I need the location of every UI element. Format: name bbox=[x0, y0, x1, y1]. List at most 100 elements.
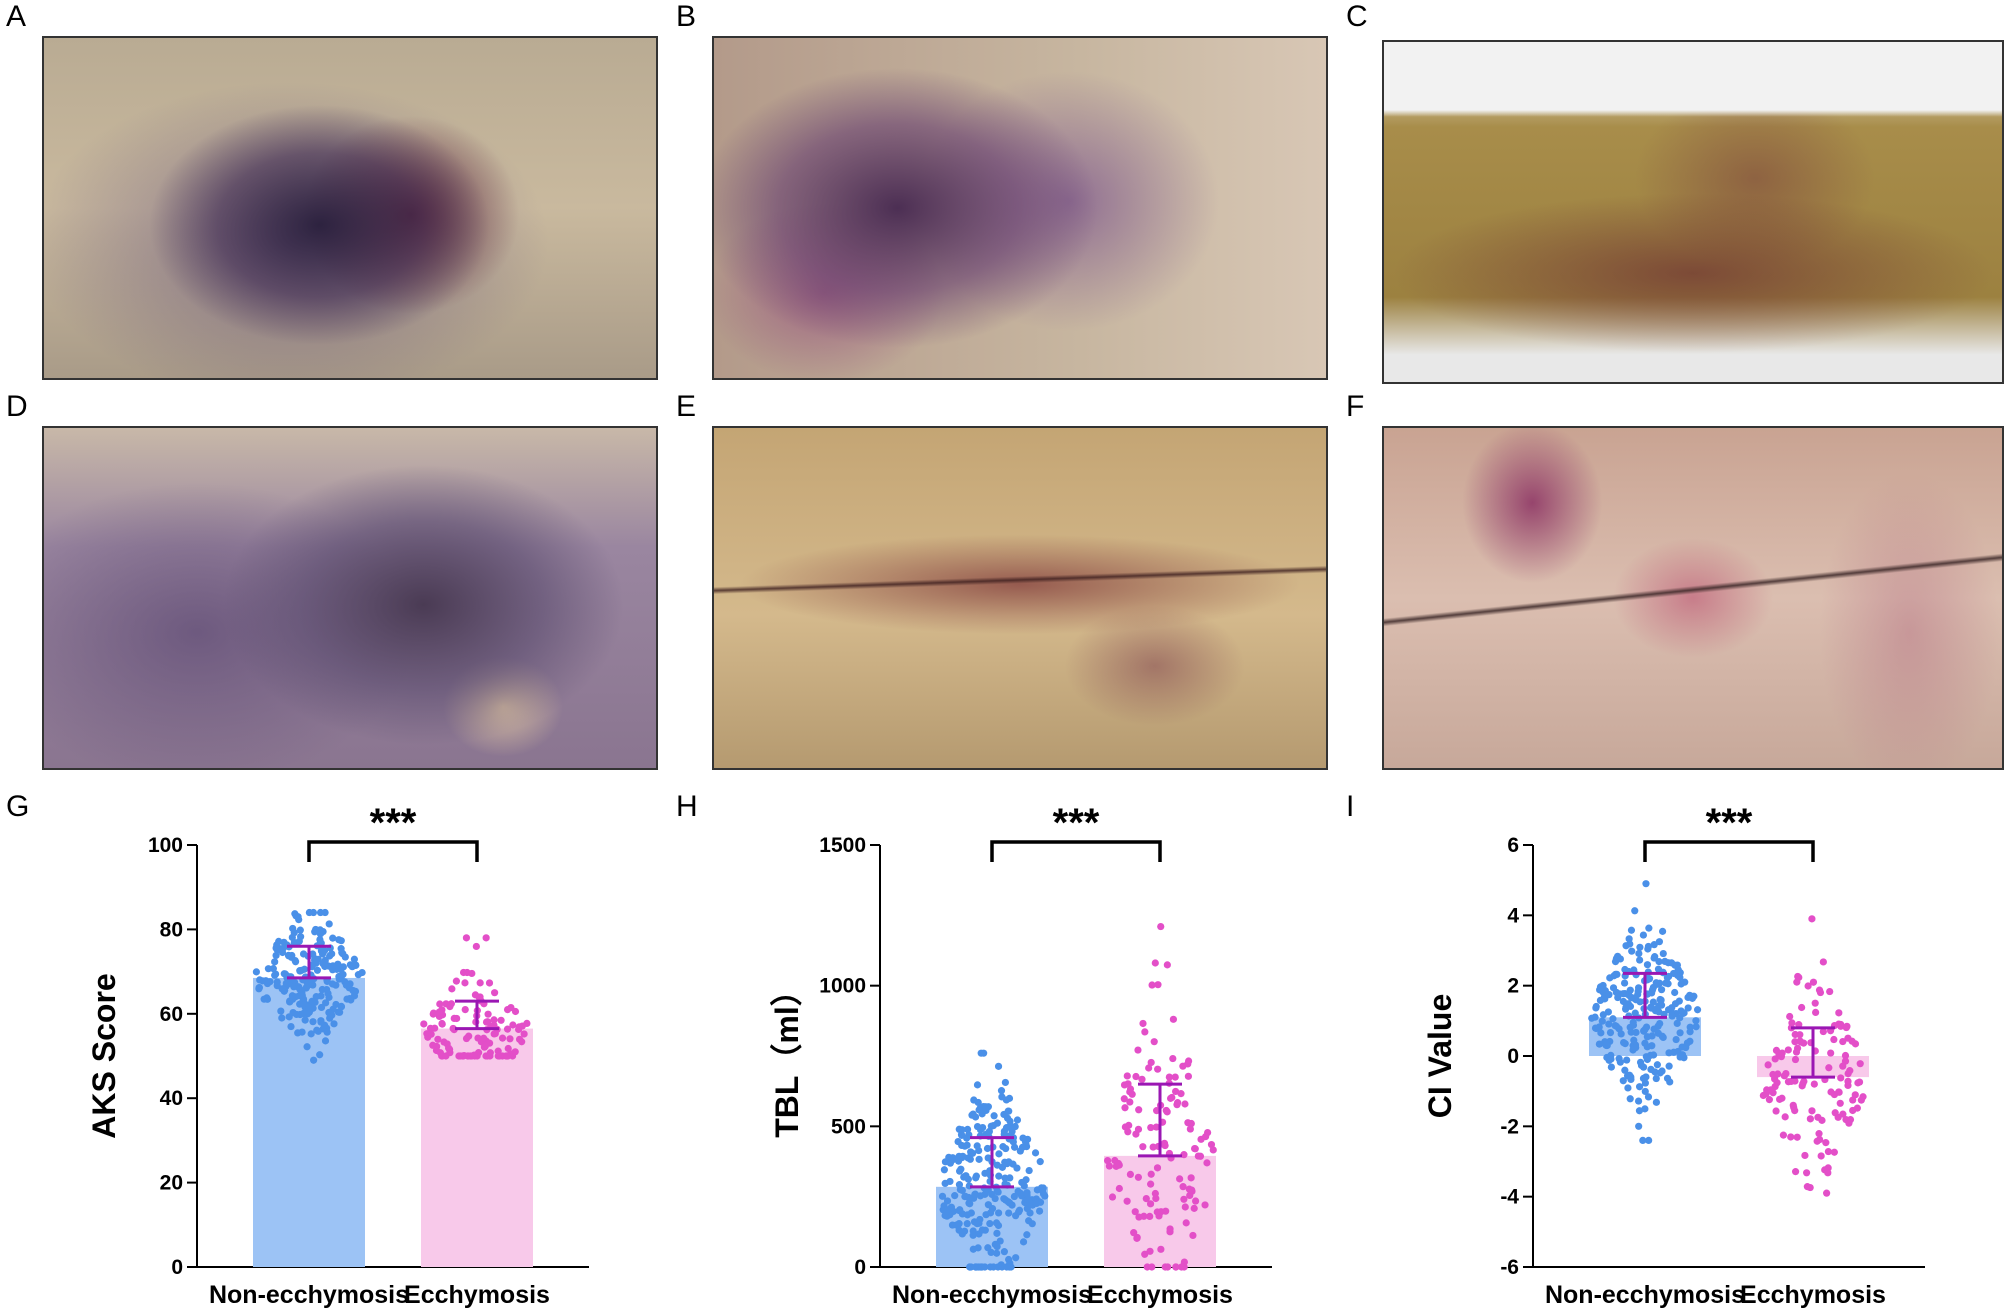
point-non-ecchymosis bbox=[966, 1200, 974, 1208]
panel-letter-b: B bbox=[676, 0, 697, 33]
point-non-ecchymosis bbox=[325, 920, 333, 928]
point-ecchymosis bbox=[1779, 1131, 1788, 1139]
point-non-ecchymosis bbox=[1013, 1116, 1022, 1124]
point-non-ecchymosis bbox=[1620, 979, 1629, 987]
point-ecchymosis bbox=[1846, 1116, 1855, 1124]
point-non-ecchymosis bbox=[1645, 924, 1653, 932]
point-non-ecchymosis bbox=[1614, 952, 1622, 960]
point-non-ecchymosis bbox=[1605, 1020, 1613, 1028]
point-non-ecchymosis bbox=[973, 1122, 982, 1131]
point-non-ecchymosis bbox=[1634, 1097, 1643, 1105]
point-non-ecchymosis bbox=[995, 1172, 1003, 1180]
point-non-ecchymosis bbox=[1005, 1255, 1013, 1264]
point-ecchymosis bbox=[1841, 1051, 1850, 1060]
point-non-ecchymosis bbox=[325, 993, 333, 1001]
point-non-ecchymosis bbox=[262, 977, 270, 985]
point-non-ecchymosis bbox=[252, 968, 260, 976]
point-ecchymosis bbox=[1810, 1080, 1818, 1088]
point-ecchymosis bbox=[1179, 1062, 1187, 1070]
point-ecchymosis bbox=[1153, 1208, 1161, 1216]
point-non-ecchymosis bbox=[1004, 1107, 1012, 1115]
point-non-ecchymosis bbox=[1684, 1004, 1692, 1012]
point-non-ecchymosis bbox=[296, 926, 304, 934]
y-tick-label: 2 bbox=[1507, 975, 1519, 998]
point-ecchymosis bbox=[1172, 1263, 1180, 1271]
point-non-ecchymosis bbox=[1022, 1176, 1030, 1184]
point-ecchymosis bbox=[1154, 981, 1162, 989]
point-ecchymosis bbox=[1163, 961, 1171, 969]
point-ecchymosis bbox=[1826, 987, 1834, 996]
y-tick-label: 20 bbox=[160, 1172, 183, 1195]
point-ecchymosis bbox=[1825, 1064, 1833, 1072]
point-ecchymosis bbox=[1179, 1183, 1187, 1191]
point-ecchymosis bbox=[1772, 1107, 1780, 1115]
point-non-ecchymosis bbox=[984, 1201, 992, 1209]
point-ecchymosis bbox=[1811, 999, 1819, 1007]
point-ecchymosis bbox=[1780, 1072, 1789, 1080]
point-non-ecchymosis bbox=[998, 1093, 1006, 1101]
point-ecchymosis bbox=[1831, 1109, 1839, 1117]
point-non-ecchymosis bbox=[1622, 1005, 1630, 1013]
point-non-ecchymosis bbox=[292, 912, 300, 920]
point-non-ecchymosis bbox=[972, 1174, 980, 1182]
point-non-ecchymosis bbox=[954, 1138, 962, 1146]
y-tick-label: -6 bbox=[1500, 1256, 1519, 1279]
point-ecchymosis bbox=[461, 979, 469, 987]
point-non-ecchymosis bbox=[940, 1166, 948, 1174]
point-non-ecchymosis bbox=[1010, 1143, 1019, 1151]
point-non-ecchymosis bbox=[307, 1030, 315, 1038]
point-ecchymosis bbox=[506, 1035, 514, 1043]
point-ecchymosis bbox=[1187, 1174, 1195, 1182]
point-non-ecchymosis bbox=[966, 1263, 974, 1271]
point-ecchymosis bbox=[504, 1044, 512, 1053]
point-non-ecchymosis bbox=[980, 1049, 988, 1057]
point-ecchymosis bbox=[1812, 1008, 1820, 1017]
point-ecchymosis bbox=[1165, 1073, 1173, 1081]
point-non-ecchymosis bbox=[302, 984, 310, 992]
point-non-ecchymosis bbox=[990, 1112, 998, 1120]
point-non-ecchymosis bbox=[941, 1211, 949, 1220]
point-non-ecchymosis bbox=[1642, 880, 1650, 888]
point-non-ecchymosis bbox=[954, 1220, 962, 1228]
point-ecchymosis bbox=[486, 1049, 494, 1057]
point-ecchymosis bbox=[515, 1035, 524, 1043]
point-non-ecchymosis bbox=[992, 1219, 1001, 1227]
point-non-ecchymosis bbox=[1039, 1184, 1047, 1192]
point-non-ecchymosis bbox=[956, 1185, 964, 1194]
point-non-ecchymosis bbox=[1671, 988, 1679, 997]
point-ecchymosis bbox=[503, 1025, 512, 1033]
point-non-ecchymosis bbox=[272, 951, 280, 960]
point-ecchymosis bbox=[1153, 1164, 1162, 1172]
point-ecchymosis bbox=[1147, 1058, 1155, 1067]
significance-label: *** bbox=[1053, 801, 1100, 845]
point-non-ecchymosis bbox=[339, 963, 347, 971]
chart-g-aks-score: AKS Score 0 20 40 60 80 100 Non-ecchymosisEcchy… bbox=[86, 801, 589, 1309]
point-non-ecchymosis bbox=[967, 1209, 975, 1217]
panel-letter-f: F bbox=[1346, 390, 1365, 423]
point-non-ecchymosis bbox=[271, 958, 279, 966]
point-ecchymosis bbox=[1819, 1027, 1827, 1036]
point-ecchymosis bbox=[1764, 1061, 1772, 1069]
point-ecchymosis bbox=[1844, 1077, 1852, 1085]
point-non-ecchymosis bbox=[1623, 1072, 1632, 1080]
point-non-ecchymosis bbox=[962, 1172, 970, 1180]
point-ecchymosis bbox=[1202, 1133, 1210, 1141]
panel-letter-i: I bbox=[1346, 790, 1355, 823]
point-non-ecchymosis bbox=[335, 936, 343, 944]
point-ecchymosis bbox=[453, 1014, 461, 1023]
point-non-ecchymosis bbox=[994, 1188, 1002, 1196]
point-non-ecchymosis bbox=[1012, 1254, 1020, 1262]
point-ecchymosis bbox=[1148, 981, 1156, 989]
point-non-ecchymosis bbox=[346, 994, 354, 1003]
point-ecchymosis bbox=[484, 1010, 492, 1018]
panel-letter-d: D bbox=[6, 390, 28, 423]
point-non-ecchymosis bbox=[959, 1152, 967, 1160]
point-ecchymosis bbox=[1849, 1106, 1857, 1115]
point-non-ecchymosis bbox=[354, 971, 362, 979]
point-ecchymosis bbox=[470, 1051, 478, 1059]
point-non-ecchymosis bbox=[1621, 965, 1629, 974]
point-ecchymosis bbox=[429, 1009, 438, 1017]
point-ecchymosis bbox=[462, 934, 471, 942]
point-non-ecchymosis bbox=[277, 1007, 285, 1015]
point-non-ecchymosis bbox=[337, 1003, 346, 1011]
